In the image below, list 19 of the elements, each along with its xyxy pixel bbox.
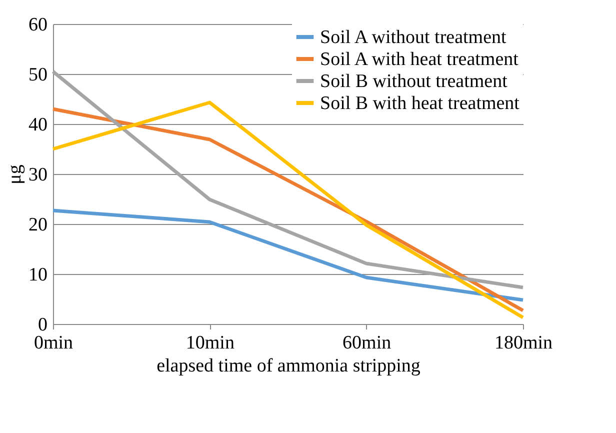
line-series xyxy=(51,70,525,290)
x-tick-label: 0min xyxy=(34,332,74,354)
y-tick-label: 30 xyxy=(28,164,48,186)
y-axis-title: μg xyxy=(4,164,26,184)
x-axis-title: elapsed time of ammonia stripping xyxy=(156,356,421,376)
y-tick-label: 10 xyxy=(28,264,48,286)
y-tick-label: 40 xyxy=(28,114,48,136)
y-tick-label: 0 xyxy=(38,314,48,336)
y-tick-label: 20 xyxy=(28,214,48,236)
x-tick-label: 10min xyxy=(186,332,235,354)
y-tick-label: 60 xyxy=(28,14,48,36)
legend-label: Soil A without treatment xyxy=(320,27,508,48)
line-series xyxy=(51,208,525,302)
legend-label: Soil B without treatment xyxy=(320,71,508,92)
x-tick-label: 180min xyxy=(494,332,554,354)
legend-label: Soil B with heat treatment xyxy=(320,93,520,114)
y-tick-label: 50 xyxy=(28,64,48,86)
x-tick-label: 60min xyxy=(342,332,392,354)
legend-label: Soil A with heat treatment xyxy=(320,49,520,70)
